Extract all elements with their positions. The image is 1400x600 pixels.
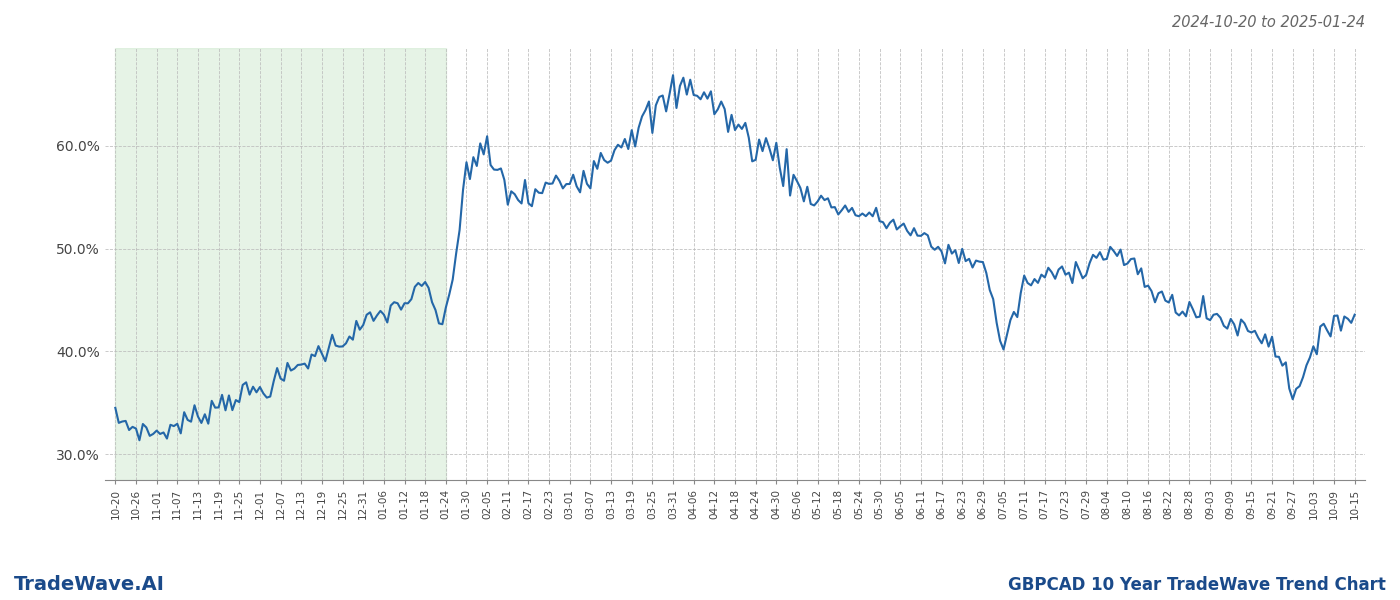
Bar (115, 48, 445, 480)
Text: 2024-10-20 to 2025-01-24: 2024-10-20 to 2025-01-24 (1172, 15, 1365, 30)
Text: GBPCAD 10 Year TradeWave Trend Chart: GBPCAD 10 Year TradeWave Trend Chart (1008, 576, 1386, 594)
Text: TradeWave.AI: TradeWave.AI (14, 575, 165, 594)
